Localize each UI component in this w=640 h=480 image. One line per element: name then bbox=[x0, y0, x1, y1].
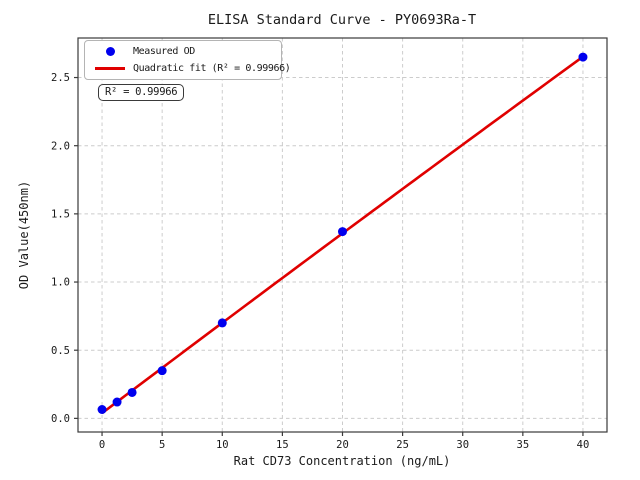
legend-item-measured-od: Measured OD bbox=[85, 43, 281, 60]
y-tick-label: 0.0 bbox=[51, 413, 70, 425]
scatter-marker-icon bbox=[105, 47, 115, 56]
legend-label-quadratic-fit: Quadratic fit (R² = 0.99966) bbox=[133, 63, 291, 74]
data-point bbox=[578, 52, 588, 62]
x-tick-label: 25 bbox=[396, 439, 409, 451]
y-axis-label: OD Value(450nm) bbox=[17, 180, 31, 290]
data-point bbox=[127, 387, 137, 397]
legend-item-quadratic-fit: Quadratic fit (R² = 0.99966) bbox=[85, 60, 291, 77]
x-tick-label: 20 bbox=[336, 439, 349, 451]
x-axis-label: Rat CD73 Concentration (ng/mL) bbox=[233, 454, 451, 468]
y-tick-label: 2.5 bbox=[51, 72, 70, 84]
legend: Measured OD Quadratic fit (R² = 0.99966) bbox=[84, 40, 291, 80]
x-tick-label: 15 bbox=[276, 439, 289, 451]
data-point bbox=[338, 227, 347, 237]
legend-handle bbox=[93, 67, 127, 70]
legend-handle bbox=[93, 47, 127, 56]
chart-title: ELISA Standard Curve - PY0693Ra-T bbox=[207, 12, 477, 28]
r-squared-annotation: R² = 0.99966 bbox=[98, 84, 185, 101]
y-tick-label: 2.0 bbox=[51, 140, 70, 152]
data-point bbox=[157, 366, 167, 376]
legend-label-measured-od: Measured OD bbox=[133, 46, 195, 57]
x-tick-label: 5 bbox=[159, 439, 165, 451]
y-tick-label: 1.0 bbox=[51, 277, 70, 289]
x-tick-label: 35 bbox=[517, 439, 530, 451]
x-tick-label: 40 bbox=[577, 439, 590, 451]
x-tick-label: 10 bbox=[216, 439, 229, 451]
y-tick-label: 0.5 bbox=[51, 345, 70, 357]
y-tick-label: 1.5 bbox=[51, 209, 70, 221]
data-point bbox=[112, 397, 122, 407]
x-tick-label: 30 bbox=[456, 439, 469, 451]
data-point bbox=[217, 318, 227, 328]
fit-line-marker-icon bbox=[95, 67, 125, 70]
x-tick-label: 0 bbox=[99, 439, 105, 451]
data-point bbox=[97, 405, 107, 415]
